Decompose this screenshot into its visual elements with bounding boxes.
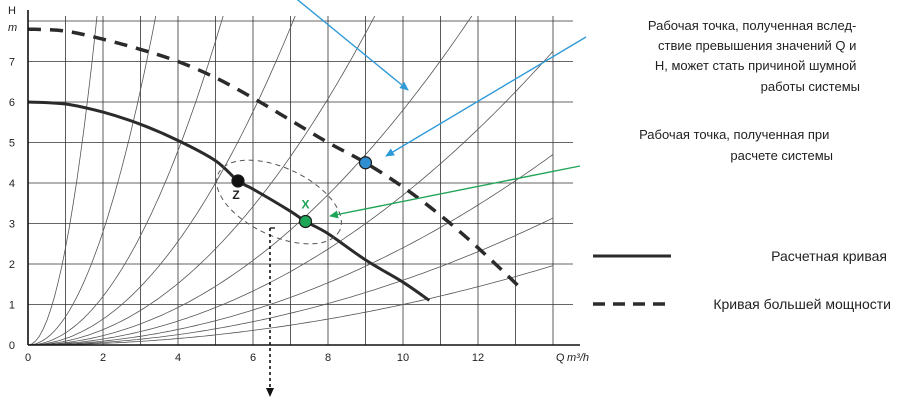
- system-curve: [28, 217, 554, 345]
- design-curve: [27, 100, 431, 302]
- system-curve: [28, 16, 157, 345]
- plot-grid: [28, 16, 573, 345]
- design-arrow: [329, 165, 581, 219]
- system-curve: [28, 16, 376, 345]
- noise-arrow-top: [296, 0, 409, 91]
- legend-dashed-label: Кривая большей мощности: [713, 296, 891, 312]
- x-tick-label: 10: [397, 352, 409, 364]
- annotation-line: Рабочая точка, полученная при: [639, 127, 829, 142]
- x-tick-label: 6: [250, 352, 256, 364]
- y-tick-label: 0: [9, 340, 15, 352]
- y-tick-label: 2: [9, 259, 15, 271]
- annotation-line: H, может стать причиной шумной: [655, 58, 857, 73]
- operating-point: [298, 214, 313, 229]
- plot-axes: [27, 10, 580, 346]
- system-curve: [28, 265, 554, 345]
- annotation-line: ствие превышения значений Q и: [658, 38, 856, 53]
- operating-point: [231, 174, 245, 188]
- annotation-line: Рабочая точка, полученная вслед-: [648, 18, 856, 33]
- working-zone-ellipse: [216, 159, 342, 245]
- system-curve: [28, 16, 224, 345]
- legend: Расчетная кривая Кривая большей мощности: [593, 248, 891, 312]
- operating-points: ZX: [231, 156, 373, 229]
- operating-point-label: Z: [232, 188, 239, 202]
- y-axis-label: H: [8, 5, 16, 17]
- x-tick-label: 4: [175, 352, 181, 364]
- operating-point-label: X: [301, 197, 309, 211]
- y-tick-label: 1: [9, 300, 15, 312]
- y-tick-label: 4: [9, 178, 15, 190]
- y-axis-unit: m: [8, 22, 17, 34]
- x-tick-label: 8: [325, 352, 331, 364]
- design-point-annotation: Рабочая точка, полученная при расчете си…: [639, 127, 833, 163]
- y-tick-label: 3: [9, 219, 15, 231]
- system-curve: [28, 16, 98, 345]
- x-tick-label: 0: [25, 352, 31, 364]
- y-tick-label: 5: [9, 138, 15, 150]
- noise-arrow: [385, 36, 587, 157]
- annotation-line: работы системы: [761, 79, 860, 94]
- x-tick-label: 2: [100, 352, 106, 364]
- y-tick-label: 7: [9, 57, 15, 69]
- pump-curves: [27, 27, 525, 302]
- system-curves: [28, 16, 554, 345]
- legend-solid-label: Расчетная кривая: [771, 248, 887, 264]
- system-curve: [28, 51, 554, 345]
- operating-point: [358, 156, 373, 170]
- system-curve: [28, 16, 473, 345]
- y-tick-label: 6: [9, 97, 15, 109]
- system-curve: [28, 16, 296, 345]
- x-axis-unit: m³/h: [567, 352, 589, 364]
- x-tick-label: 12: [472, 352, 484, 364]
- system-curve: [28, 154, 554, 345]
- higher-power-curve: [27, 27, 525, 292]
- noise-point-annotation: Рабочая точка, полученная вслед- ствие п…: [648, 18, 860, 94]
- annotation-line: расчете системы: [730, 148, 833, 163]
- x-axis-label: Q: [556, 352, 565, 364]
